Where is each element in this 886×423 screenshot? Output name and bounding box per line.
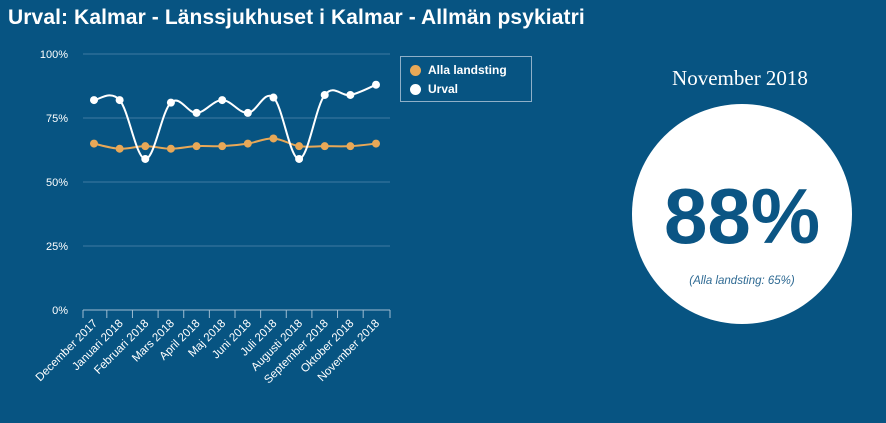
data-point-urval (218, 96, 227, 105)
data-point-urval (141, 154, 150, 163)
data-point-urval (90, 96, 98, 105)
data-point-alla-landsting (346, 142, 355, 151)
data-point-alla-landsting (218, 142, 227, 151)
data-point-alla-landsting (372, 139, 380, 148)
y-tick-label: 50% (46, 177, 68, 189)
legend-item-alla-landsting[interactable]: Alla landsting (410, 63, 507, 77)
data-point-urval (166, 98, 175, 107)
legend-marker-urval (410, 83, 421, 95)
data-point-urval (346, 90, 355, 99)
data-point-urval (372, 80, 380, 89)
chart-title: Urval: Kalmar - Länssjukhuset i Kalmar -… (8, 6, 585, 29)
data-point-alla-landsting (269, 134, 278, 143)
y-tick-label: 75% (46, 113, 68, 125)
legend-item-urval[interactable]: Urval (410, 82, 458, 96)
highlight-circle: 88% (Alla landsting: 65%) (632, 104, 852, 324)
data-point-alla-landsting (115, 144, 124, 153)
data-point-urval (115, 96, 124, 105)
data-point-alla-landsting (192, 142, 201, 151)
data-point-urval (269, 93, 278, 102)
highlight-period: November 2018 (672, 66, 808, 90)
data-point-alla-landsting (141, 142, 150, 151)
data-point-urval (243, 108, 252, 117)
series-line-urval (93, 83, 377, 160)
legend-label: Urval (428, 82, 459, 96)
y-tick-label: 100% (40, 49, 68, 61)
y-tick-label: 25% (46, 241, 68, 253)
grid-lines (83, 53, 390, 247)
data-point-alla-landsting (243, 139, 252, 148)
axes (82, 309, 391, 318)
data-point-urval (320, 90, 329, 99)
data-point-alla-landsting (166, 144, 175, 153)
series-lines (90, 80, 380, 163)
y-tick-label: 0% (52, 305, 68, 317)
data-point-alla-landsting (90, 139, 98, 148)
chart-legend: Alla landsting Urval (400, 56, 532, 102)
data-point-alla-landsting (320, 142, 329, 151)
data-point-alla-landsting (295, 142, 304, 151)
highlight-value: 88% (663, 172, 821, 260)
highlight-comparison: (Alla landsting: 65%) (689, 275, 795, 287)
data-point-urval (295, 154, 304, 163)
legend-label: Alla landsting (428, 63, 507, 77)
legend-marker-alla-landsting (410, 64, 421, 76)
data-point-urval (192, 108, 201, 117)
